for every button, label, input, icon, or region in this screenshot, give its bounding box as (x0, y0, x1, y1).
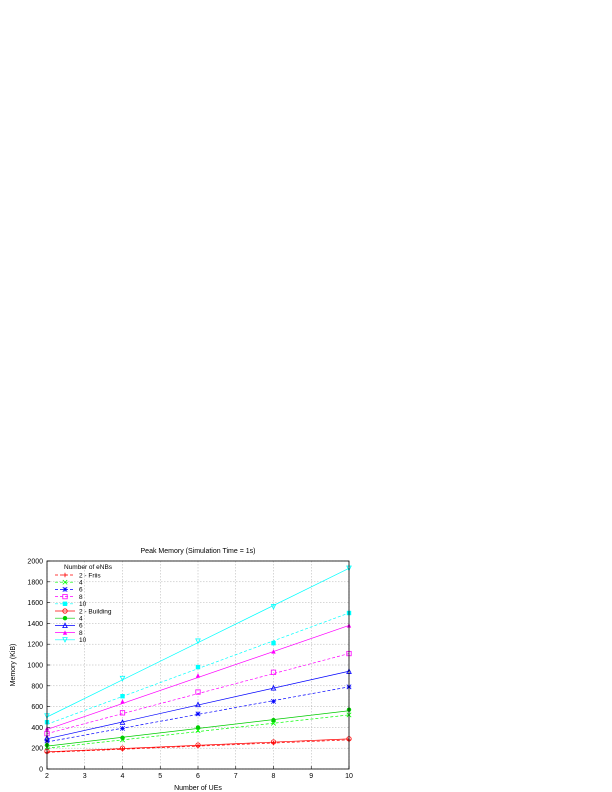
legend-marker-10 (62, 637, 68, 643)
data-point-series-4 (270, 669, 277, 675)
legend-label-6: 2 - Building (79, 608, 112, 615)
y-tick-label: 1400 (27, 621, 43, 628)
legend-label-9: 8 (79, 630, 83, 637)
legend-marker-7 (62, 616, 68, 621)
series-line-8 (46, 670, 350, 740)
data-point-series-6 (195, 742, 201, 748)
data-point-series-9 (195, 673, 201, 678)
legend-marker-4 (62, 594, 68, 600)
legend-label-4: 8 (79, 594, 83, 601)
x-tick-label: 5 (158, 773, 162, 780)
data-point-series-8 (195, 701, 201, 708)
data-point-series-4 (119, 710, 126, 716)
data-point-series-9 (120, 699, 125, 704)
legend-label-7: 4 (79, 616, 83, 623)
data-point-series-2 (195, 728, 201, 734)
legend-marker-8 (62, 622, 68, 628)
data-point-series-6 (270, 739, 277, 745)
series-line-2 (46, 714, 350, 749)
legend-label-1: 2 - Friis (79, 572, 101, 579)
legend-title: Number of eNBs (64, 564, 113, 571)
data-point-series-10 (270, 604, 277, 610)
legend-marker-5 (62, 601, 68, 606)
y-tick-label: 600 (31, 704, 43, 711)
y-tick-label: 1800 (27, 579, 43, 586)
legend-marker-1 (62, 572, 68, 578)
plot-frame (46, 560, 350, 770)
y-axis-label: Memory (KiB) (10, 644, 17, 687)
chart-title: Peak Memory (Simulation Time = 1s) (141, 548, 256, 555)
y-tick-label: 400 (31, 725, 43, 732)
data-point-series-10 (119, 675, 126, 682)
legend-marker-2 (62, 579, 68, 585)
legend-marker-6 (62, 608, 68, 614)
x-tick-label: 3 (83, 773, 87, 780)
legend-label-5: 10 (79, 601, 87, 608)
series-line-4 (46, 653, 350, 734)
y-tick-label: 2000 (27, 559, 43, 566)
data-point-series-9 (271, 649, 276, 654)
data-point-series-8 (270, 684, 277, 691)
legend-marker-3 (62, 586, 68, 592)
x-tick-labels: 2 3 4 5 6 7 8 9 10 (45, 773, 353, 780)
data-point-series-10 (195, 638, 201, 645)
series-line-3 (46, 686, 350, 743)
data-point-series-7 (195, 725, 201, 730)
data-point-series-7 (120, 735, 125, 740)
x-tick-label: 6 (196, 773, 200, 780)
data-point-series-5 (271, 640, 276, 646)
y-tick-label: 0 (39, 767, 43, 774)
data-point-series-4 (195, 689, 201, 695)
y-tick-label: 200 (31, 746, 43, 753)
legend-label-10: 10 (79, 637, 87, 644)
data-point-series-3 (120, 725, 125, 731)
legend-marker-9 (62, 630, 68, 635)
data-point-series-3 (271, 698, 276, 704)
data-point-series-5 (120, 694, 125, 699)
legend-label-2: 4 (79, 580, 83, 587)
x-tick-label: 10 (345, 773, 353, 780)
legend-label-3: 6 (79, 587, 83, 594)
x-tick-label: 7 (234, 773, 238, 780)
data-point-series-5 (195, 664, 201, 670)
data-point-series-6 (119, 745, 126, 751)
x-tick-label: 9 (309, 773, 313, 780)
data-point-series-7 (271, 717, 276, 723)
y-tick-labels: 0 200 400 600 800 1000 1200 1400 1600 1800 2000 (27, 559, 43, 774)
data-point-series-3 (195, 711, 201, 717)
data-point-series-8 (119, 719, 126, 725)
legend-label-8: 6 (79, 623, 83, 630)
x-tick-label: 2 (45, 773, 49, 780)
data-point-series-2 (271, 720, 276, 726)
x-tick-label: 4 (121, 773, 125, 780)
y-tick-label: 1000 (27, 663, 43, 670)
y-tick-label: 1600 (27, 600, 43, 607)
x-tick-label: 8 (272, 773, 276, 780)
y-tick-label: 800 (31, 683, 43, 690)
x-axis-label: Number of UEs (174, 785, 222, 792)
y-tick-label: 1200 (27, 642, 43, 649)
